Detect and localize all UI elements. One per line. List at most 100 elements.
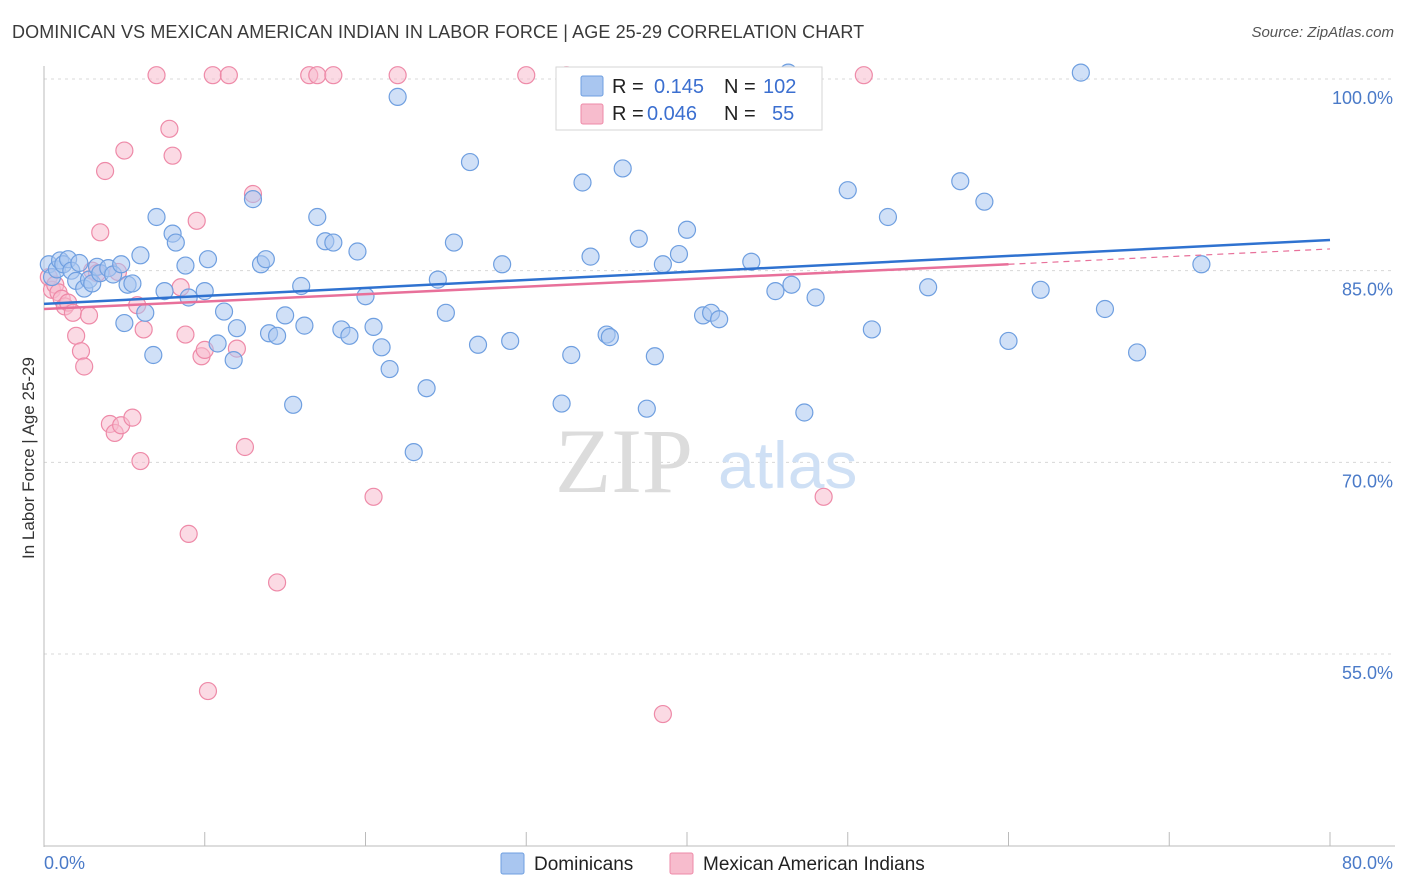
legend-swatch-pink	[580, 103, 604, 125]
point-dominicans	[838, 181, 857, 200]
point-dominicans	[112, 255, 131, 274]
x-tick-label: 80.0%	[1342, 853, 1393, 873]
watermark: ZIP atlas	[555, 410, 857, 512]
point-mexican-american-indians	[219, 66, 238, 85]
point-mexican-american-indians	[67, 326, 86, 345]
point-dominicans	[308, 207, 327, 227]
point-dominicans	[710, 310, 729, 329]
point-dominicans	[919, 278, 938, 297]
point-dominicans	[136, 303, 155, 322]
point-mexican-american-indians	[854, 66, 873, 85]
point-dominicans	[404, 443, 423, 462]
legend-swatch-blue	[580, 75, 604, 97]
point-mexican-american-indians	[95, 161, 115, 181]
point-mexican-american-indians	[267, 573, 287, 592]
point-mexican-american-indians	[91, 223, 110, 242]
legend-box: R = 0.145 N = 102 R = 0.046 N = 55	[555, 66, 823, 131]
y-axis-title: In Labor Force | Age 25-29	[19, 357, 38, 559]
legend-n-value-pink: 55	[772, 103, 794, 125]
point-mexican-american-indians	[653, 704, 672, 724]
point-dominicans	[166, 233, 185, 252]
point-dominicans	[295, 316, 314, 335]
point-dominicans	[324, 233, 343, 252]
chart-title: DOMINICAN VS MEXICAN AMERICAN INDIAN IN …	[12, 22, 865, 42]
point-dominicans	[493, 255, 512, 274]
point-dominicans	[742, 252, 761, 271]
point-dominicans	[468, 335, 488, 354]
point-mexican-american-indians	[147, 66, 166, 85]
point-dominicans	[144, 345, 163, 365]
bottom-legend-label-dominicans: Dominicans	[534, 854, 633, 875]
trendlines	[43, 238, 1331, 311]
point-mexican-american-indians	[163, 146, 182, 165]
trendline-dominicans	[43, 238, 1331, 306]
point-dominicans	[123, 274, 142, 293]
tick-labels: 100.0% 85.0% 70.0% 55.0% 0.0% 80.0%	[44, 88, 1393, 873]
point-dominicans	[653, 255, 672, 274]
point-dominicans	[388, 87, 407, 106]
trendline-mexican-american-indians-extension	[1008, 248, 1331, 265]
point-dominicans	[878, 207, 898, 227]
legend-n-label-pink: N =	[724, 103, 756, 125]
trendline-mexican-american-indians	[43, 263, 1009, 311]
bottom-legend-swatch-dominicans	[500, 852, 525, 875]
point-mexican-american-indians	[176, 325, 195, 344]
point-dominicans	[214, 302, 234, 321]
bottom-legend-swatch-mexican-american-indians	[669, 852, 694, 875]
point-mexican-american-indians	[134, 320, 153, 339]
point-dominicans	[501, 331, 520, 351]
point-dominicans	[131, 246, 150, 265]
point-dominicans	[782, 275, 801, 294]
point-mexican-american-indians	[71, 342, 91, 361]
point-dominicans	[417, 379, 436, 398]
point-dominicans	[267, 326, 287, 345]
legend-n-value-blue: 102	[763, 76, 796, 98]
point-mexican-american-indians	[131, 451, 150, 471]
point-dominicans	[227, 319, 246, 338]
point-mexican-american-indians	[308, 66, 327, 85]
point-dominicans	[975, 192, 994, 211]
point-dominicans	[1192, 255, 1211, 274]
bottom-legend-label-mexican-american-indians: Mexican American Indians	[703, 854, 925, 875]
legend-n-label-blue: N =	[724, 76, 756, 98]
y-tick-label: 100.0%	[1332, 88, 1393, 108]
point-dominicans	[460, 152, 480, 172]
point-dominicans	[637, 399, 656, 418]
point-dominicans	[208, 334, 227, 353]
point-dominicans	[645, 347, 664, 366]
point-dominicans	[795, 403, 814, 422]
point-dominicans	[147, 207, 166, 227]
point-dominicans	[198, 250, 218, 269]
point-dominicans	[372, 338, 391, 357]
watermark-zip: ZIP	[555, 410, 693, 512]
point-dominicans	[613, 159, 632, 178]
y-tick-label: 85.0%	[1342, 280, 1393, 300]
bottom-legend: Dominicans Mexican American Indians	[500, 852, 925, 875]
point-mexican-american-indians	[123, 408, 142, 427]
point-dominicans	[444, 233, 464, 252]
point-mexican-american-indians	[517, 66, 536, 85]
x-tick-label: 0.0%	[44, 853, 85, 873]
point-dominicans	[629, 229, 648, 248]
axes	[43, 66, 1395, 847]
point-dominicans	[436, 303, 455, 322]
point-dominicans	[340, 326, 359, 345]
point-mexican-american-indians	[364, 487, 383, 506]
point-dominicans	[256, 250, 275, 269]
y-tick-label: 70.0%	[1342, 471, 1393, 491]
point-dominicans	[348, 242, 367, 261]
legend-r-label-pink: R =	[612, 103, 644, 125]
point-dominicans	[600, 328, 619, 347]
point-dominicans	[224, 351, 243, 370]
watermark-atlas: atlas	[718, 428, 857, 502]
point-dominicans	[1031, 280, 1050, 299]
point-mexican-american-indians	[75, 357, 94, 376]
y-tick-label: 55.0%	[1342, 663, 1393, 683]
point-dominicans	[669, 244, 689, 264]
point-dominicans	[552, 394, 571, 413]
point-dominicans	[562, 345, 581, 365]
legend-r-label-blue: R =	[612, 76, 644, 98]
point-dominicans	[243, 190, 263, 209]
point-mexican-american-indians	[198, 681, 218, 701]
source-label[interactable]: Source: ZipAtlas.com	[1251, 24, 1394, 41]
